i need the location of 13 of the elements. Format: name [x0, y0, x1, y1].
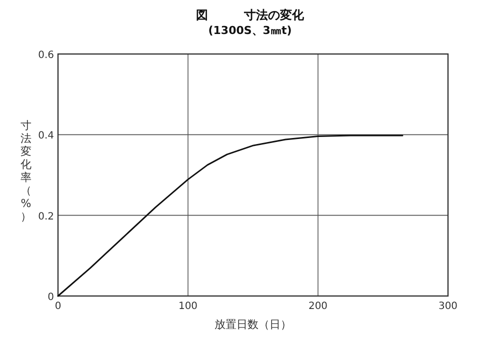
y-tick-label: 0 [48, 292, 54, 303]
y-tick-label: 0.2 [38, 211, 54, 222]
chart-title: 図 寸法の変化 [196, 8, 305, 22]
x-tick-label: 200 [308, 301, 328, 312]
x-tick-label: 0 [54, 301, 62, 312]
x-axis-title: 放置日数（日） [214, 318, 292, 331]
chart-subtitle: (1300S、3㎜t) [208, 24, 292, 37]
line-series [57, 134, 404, 297]
y-tick-label: 0.4 [38, 130, 54, 142]
x-tick-label: 300 [438, 301, 458, 312]
x-tick-label: 100 [178, 301, 198, 312]
y-tick-label: 0.6 [38, 50, 54, 61]
y-axis-title: 寸法変化率（%） [20, 119, 32, 223]
